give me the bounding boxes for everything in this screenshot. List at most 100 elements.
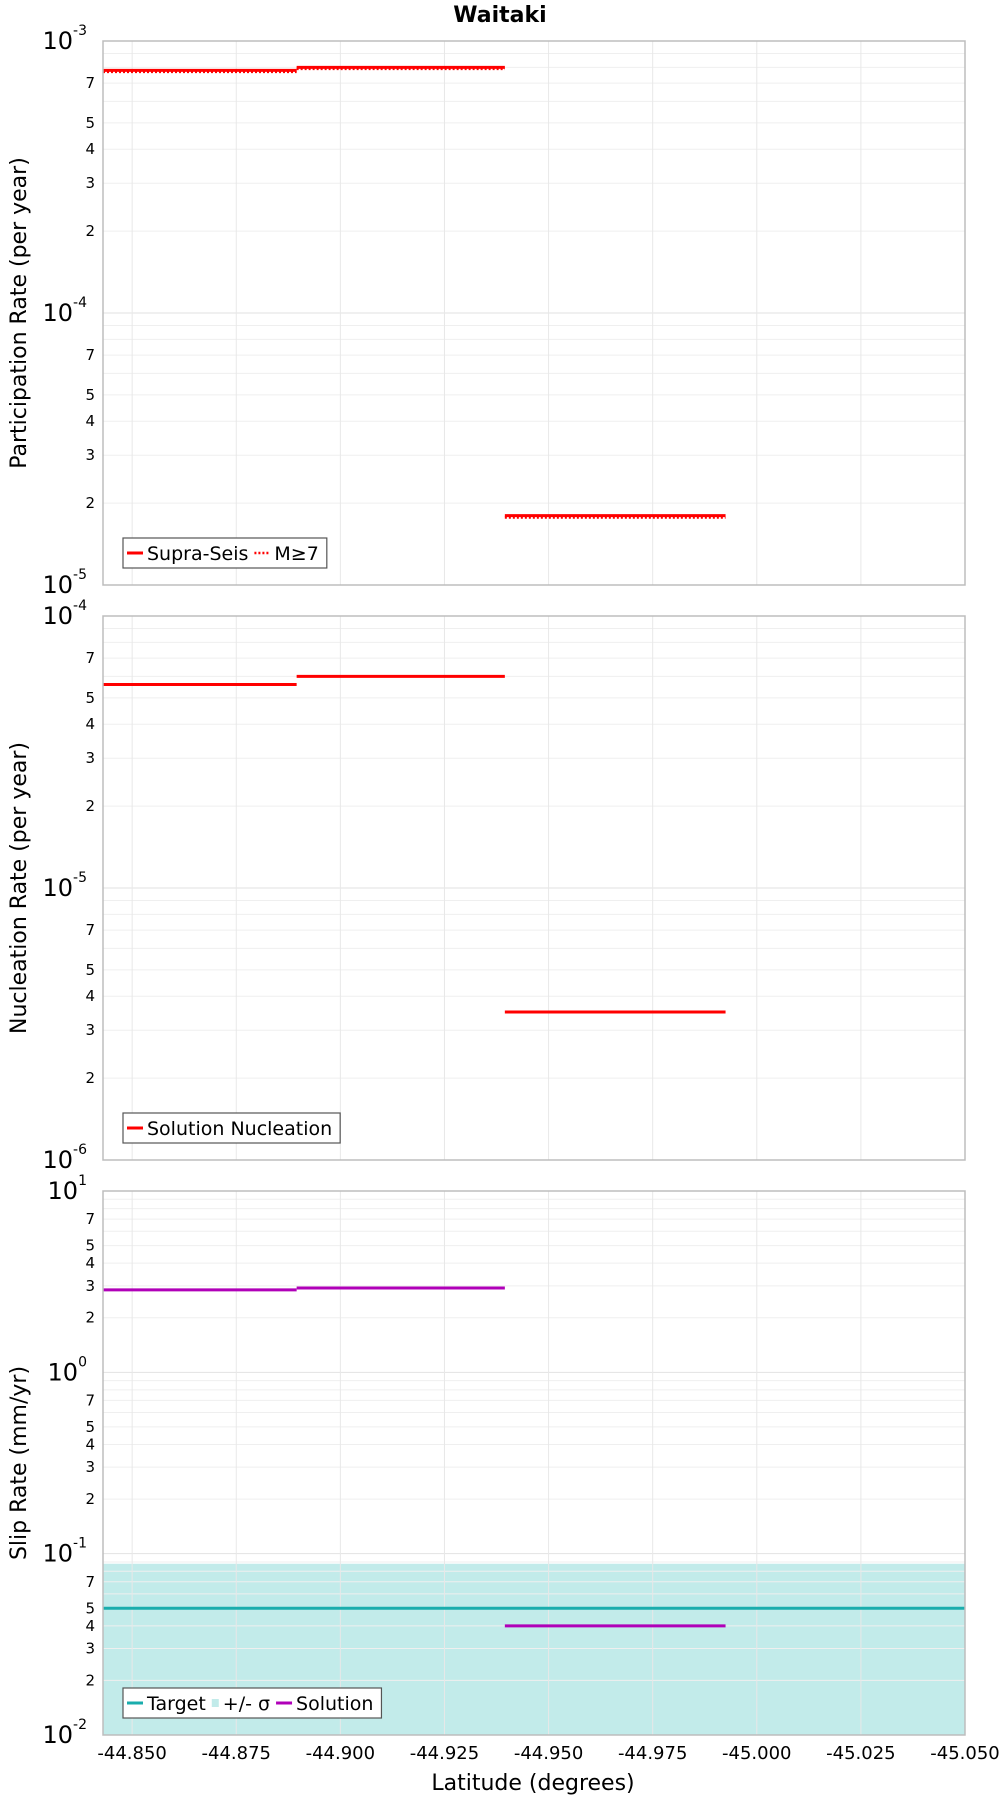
y-tick-label-minor: 5 [85, 689, 95, 707]
x-tick-label: -44.850 [97, 1743, 166, 1764]
y-tick-label-major: 100 [48, 1354, 87, 1386]
y-tick-label-minor: 7 [85, 74, 95, 92]
legend-label: Solution [296, 1693, 373, 1715]
y-tick-label-minor: 3 [85, 1639, 95, 1657]
y-axis-label: Slip Rate (mm/yr) [7, 1366, 32, 1560]
y-tick-label-minor: 4 [85, 140, 95, 158]
y-tick-label-major: 10-6 [42, 1142, 87, 1174]
y-tick-label-minor: 7 [85, 1210, 95, 1228]
y-tick-base: 10 [42, 1540, 73, 1568]
y-tick-label-minor: 2 [85, 1309, 95, 1327]
x-tick-label: -44.950 [514, 1743, 583, 1764]
y-tick-label-major: 10-1 [42, 1536, 87, 1568]
x-tick-label: -45.000 [722, 1743, 791, 1764]
y-tick-base: 10 [42, 874, 73, 902]
y-tick-label-minor: 5 [85, 114, 95, 132]
y-tick-label-major: 10-2 [42, 1717, 87, 1749]
y-tick-base: 10 [42, 1146, 73, 1174]
grid [103, 40, 966, 586]
y-tick-label-minor: 2 [85, 797, 95, 815]
legend-label: Solution Nucleation [147, 1118, 332, 1140]
x-tick-label: -44.975 [618, 1743, 687, 1764]
series-solution-nucleation [103, 674, 726, 1014]
y-tick-label-minor: 7 [85, 1573, 95, 1591]
plot-frame [102, 1190, 966, 1736]
y-tick-base: 10 [42, 571, 73, 599]
y-tick-label-minor: 7 [85, 921, 95, 939]
y-tick-label-major: 10-3 [42, 23, 87, 55]
y-tick-label-minor: 3 [85, 749, 95, 767]
y-tick-label-minor: 4 [85, 1254, 95, 1272]
y-tick-label-major: 10-4 [42, 295, 87, 327]
legend: Target +/- σ Solution [122, 1687, 383, 1719]
y-tick-label-minor: 4 [85, 1435, 95, 1453]
series-solution [103, 1286, 726, 1628]
series-m-7 [103, 67, 726, 519]
x-axis-label: Latitude (degrees) [431, 1771, 634, 1796]
chart-title: Waitaki [453, 3, 546, 28]
y-tick-base: 10 [48, 1177, 79, 1205]
y-tick-label-major: 10-4 [42, 598, 87, 630]
y-tick-base: 10 [42, 1721, 73, 1749]
y-tick-label-minor: 5 [85, 1237, 95, 1255]
y-tick-label-minor: 5 [85, 1418, 95, 1436]
legend: Solution Nucleation [122, 1112, 341, 1144]
y-tick-label-minor: 2 [85, 494, 95, 512]
y-tick-label-minor: 7 [85, 649, 95, 667]
y-tick-label-minor: 3 [85, 1458, 95, 1476]
y-tick-exponent: -3 [73, 23, 87, 39]
legend-label: Target [146, 1693, 206, 1715]
y-tick-exponent: 0 [78, 1354, 87, 1370]
y-tick-exponent: 1 [78, 1173, 87, 1189]
legend-swatch-band [211, 1699, 219, 1707]
y-tick-exponent: -5 [73, 870, 87, 886]
plot-frame [102, 40, 966, 586]
series [103, 1286, 965, 1628]
y-tick-label-minor: 5 [85, 1599, 95, 1617]
y-tick-label-minor: 4 [85, 715, 95, 733]
legend-box [122, 537, 328, 569]
y-tick-label-major: 10-5 [42, 567, 87, 599]
series [103, 674, 726, 1014]
legend-label: M≥7 [274, 543, 318, 565]
y-tick-exponent: -4 [73, 295, 87, 311]
y-tick-label-minor: 4 [85, 412, 95, 430]
y-tick-base: 10 [42, 602, 73, 630]
x-tick-label: -45.050 [930, 1743, 999, 1764]
y-tick-label-minor: 4 [85, 987, 95, 1005]
y-tick-base: 10 [42, 27, 73, 55]
y-tick-label-minor: 2 [85, 222, 95, 240]
legend-box [122, 1112, 341, 1144]
x-tick-label: -44.875 [202, 1743, 271, 1764]
y-tick-exponent: -5 [73, 567, 87, 583]
y-tick-label-minor: 4 [85, 1617, 95, 1635]
y-tick-label-minor: 7 [85, 346, 95, 364]
y-tick-label-minor: 3 [85, 1021, 95, 1039]
legend-label: Supra-Seis [147, 543, 248, 565]
x-tick-label: -44.925 [410, 1743, 479, 1764]
legend: Supra-Seis M≥7 [122, 537, 328, 569]
y-axis-label: Nucleation Rate (per year) [7, 742, 32, 1034]
y-tick-base: 10 [48, 1358, 79, 1386]
y-tick-label-minor: 5 [85, 961, 95, 979]
y-tick-exponent: -2 [73, 1717, 87, 1733]
y-tick-base: 10 [42, 299, 73, 327]
y-tick-label-minor: 3 [85, 174, 95, 192]
plot-frame [102, 615, 966, 1161]
y-tick-label-major: 101 [48, 1173, 87, 1205]
y-tick-label-minor: 5 [85, 386, 95, 404]
y-tick-label-minor: 7 [85, 1391, 95, 1409]
legend-box [122, 1687, 383, 1719]
y-tick-label-minor: 3 [85, 1277, 95, 1295]
y-tick-exponent: -6 [73, 1142, 87, 1158]
series [103, 65, 726, 519]
y-tick-exponent: -4 [73, 598, 87, 614]
grid [103, 615, 966, 1161]
x-tick-label: -45.025 [826, 1743, 895, 1764]
